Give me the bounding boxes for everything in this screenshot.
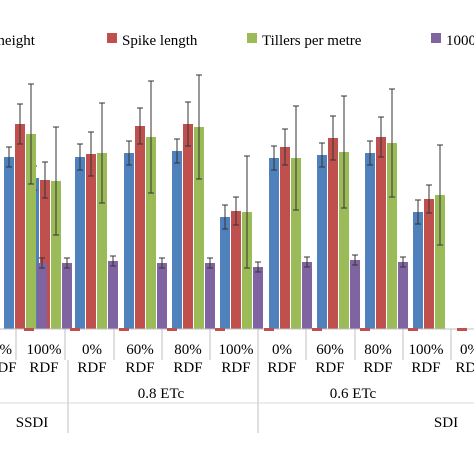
bar-2-5 xyxy=(183,124,193,329)
baseline-tick xyxy=(70,328,80,331)
bar-3-1 xyxy=(26,134,36,329)
etc-label: 0.6 ETc xyxy=(330,386,377,402)
bar-2-9 xyxy=(376,137,386,329)
group-label-line1: 100% xyxy=(27,342,62,358)
category-labels: 0% RDF 100% RDF 0% RDF 60% RDF 80% RDF 100% RDF 0% RD… xyxy=(0,342,474,431)
legend-swatch xyxy=(431,33,441,43)
baseline-tick xyxy=(457,328,467,331)
bar-3-6 xyxy=(242,212,252,329)
bar-2-10 xyxy=(424,199,434,329)
bar-4-9 xyxy=(398,262,408,329)
bar-1-3 xyxy=(75,157,85,329)
legend-label: nt height xyxy=(0,33,36,49)
group-label-line1: 100% xyxy=(409,342,444,358)
group-label-line1: 60% xyxy=(126,342,154,358)
group-label-line2: RDF xyxy=(411,360,440,376)
legend-label: Tillers per metre xyxy=(262,33,362,49)
group-label-line1: 80% xyxy=(364,342,392,358)
system-label: SSDI xyxy=(16,415,49,431)
group-label-line2: RDF xyxy=(29,360,58,376)
group-label-line1: 0% xyxy=(460,342,474,358)
bar-1-6 xyxy=(220,217,230,329)
bar-1-10 xyxy=(413,212,423,329)
bar-1-9 xyxy=(365,153,375,329)
bar-4-2 xyxy=(62,263,72,329)
group-label-line1: 80% xyxy=(174,342,202,358)
group-label-line2: RDF xyxy=(267,360,296,376)
bar-4-5 xyxy=(205,263,215,329)
baseline-tick xyxy=(408,328,418,331)
baseline-tick xyxy=(215,328,225,331)
bar-3-8 xyxy=(339,152,349,329)
group-label-line2: RDF xyxy=(173,360,202,376)
bar-4-1 xyxy=(37,263,47,329)
legend-swatch xyxy=(247,33,257,43)
group-label-line2: RDF xyxy=(221,360,250,376)
bar-4-7 xyxy=(302,262,312,329)
bar-1-4 xyxy=(124,153,134,329)
legend: nt height Spike length Tillers per metre 10… xyxy=(0,33,474,49)
group-label-line1: 0% xyxy=(0,342,12,358)
bar-3-2 xyxy=(51,181,61,329)
group-label-line2: RDF xyxy=(363,360,392,376)
bar-4-4 xyxy=(157,263,167,329)
bar-3-9 xyxy=(387,143,397,329)
legend-label: 1000 xyxy=(446,33,474,49)
group-label-line2: RDF xyxy=(125,360,154,376)
group-label-line1: 0% xyxy=(82,342,102,358)
bar-2-3 xyxy=(86,154,96,329)
group-label-line2: RDF xyxy=(455,360,474,376)
bar-1-1 xyxy=(4,157,14,329)
bar-3-5 xyxy=(194,127,204,329)
bar-4-3 xyxy=(108,261,118,329)
legend-label: Spike length xyxy=(122,33,198,49)
bar-2-2 xyxy=(40,180,50,329)
bars xyxy=(4,74,445,329)
bar-3-3 xyxy=(97,153,107,329)
baseline-tick xyxy=(264,328,274,331)
bar-4-6 xyxy=(253,267,263,329)
baseline-tick xyxy=(360,328,370,331)
bar-2-1 xyxy=(15,124,25,329)
bar-3-7 xyxy=(291,158,301,329)
bar-1-8 xyxy=(317,155,327,329)
group-label-line2: RDF xyxy=(0,360,17,376)
system-label: SDI xyxy=(434,415,458,431)
group-label-line2: RDF xyxy=(77,360,106,376)
group-label-line1: 100% xyxy=(219,342,254,358)
bar-1-5 xyxy=(172,151,182,329)
baseline-tick xyxy=(119,328,129,331)
bar-1-7 xyxy=(269,158,279,329)
axes xyxy=(0,328,474,433)
group-label-line2: RDF xyxy=(315,360,344,376)
bar-2-6 xyxy=(231,211,241,329)
group-label-line1: 0% xyxy=(272,342,292,358)
bar-3-10 xyxy=(435,195,445,329)
bar-2-7 xyxy=(280,147,290,329)
bar-4-8 xyxy=(350,260,360,329)
bar-3-4 xyxy=(146,137,156,329)
etc-label: 0.8 ETc xyxy=(138,386,185,402)
baseline-tick xyxy=(24,328,34,331)
bar-2-4 xyxy=(135,126,145,329)
legend-swatch xyxy=(107,33,117,43)
group-label-line1: 60% xyxy=(316,342,344,358)
bar-2-8 xyxy=(328,138,338,329)
baseline-tick xyxy=(312,328,322,331)
baseline-tick xyxy=(167,328,177,331)
